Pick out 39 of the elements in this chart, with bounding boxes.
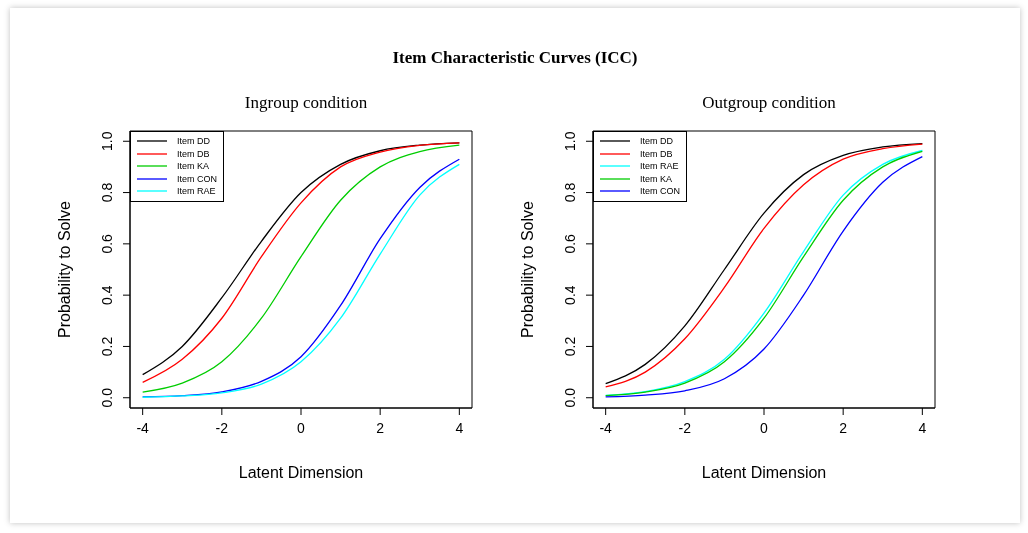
y-tick-label: 0.2 [562, 336, 578, 357]
x-tick-label: 2 [839, 419, 848, 436]
legend-label: Item KA [640, 172, 673, 185]
x-tick-label: -2 [215, 419, 229, 436]
y-tick-label: 0.0 [562, 387, 578, 408]
legend-label: Item KA [177, 160, 210, 173]
x-tick-label: -2 [678, 419, 692, 436]
x-tick-label: 4 [455, 419, 464, 436]
legend-label: Item DD [177, 135, 211, 148]
x-axis-title: Latent Dimension [701, 464, 827, 481]
legend-label: Item CON [640, 185, 681, 198]
legend-label: Item RAE [640, 160, 679, 173]
legend-label: Item DB [177, 147, 210, 160]
y-axis-title: Probability to Solve [55, 200, 73, 338]
y-tick-label: 0.6 [99, 233, 115, 254]
legend-label: Item CON [177, 172, 218, 185]
x-tick-label: -4 [136, 419, 150, 436]
x-tick-label: 2 [376, 419, 385, 436]
x-tick-label: 0 [297, 419, 306, 436]
text: Item Characteristic Curves (ICC) [391, 47, 639, 69]
y-tick-label: 0.4 [562, 285, 578, 305]
y-tick-label: 0.8 [562, 182, 578, 203]
x-axis-title: Latent Dimension [238, 464, 364, 481]
y-tick-label: 1.0 [99, 131, 115, 151]
y-axis-title: Probability to Solve [518, 200, 536, 338]
x-tick-label: -4 [599, 419, 613, 436]
x-tick-label: 4 [918, 419, 927, 436]
y-tick-label: 0.8 [99, 182, 115, 203]
legend-label: Item DB [640, 147, 673, 160]
y-tick-label: 0.6 [562, 233, 578, 254]
chart-subtitle: Outgroup condition [701, 93, 837, 114]
legend-label: Item DD [640, 135, 674, 148]
y-tick-label: 0.0 [99, 387, 115, 408]
x-tick-label: 0 [760, 419, 769, 436]
legend-label: Item RAE [177, 185, 216, 198]
y-tick-label: 0.4 [99, 285, 115, 305]
y-tick-label: 0.2 [99, 336, 115, 357]
chart-subtitle: Ingroup condition [243, 93, 369, 114]
y-tick-label: 1.0 [562, 131, 578, 151]
